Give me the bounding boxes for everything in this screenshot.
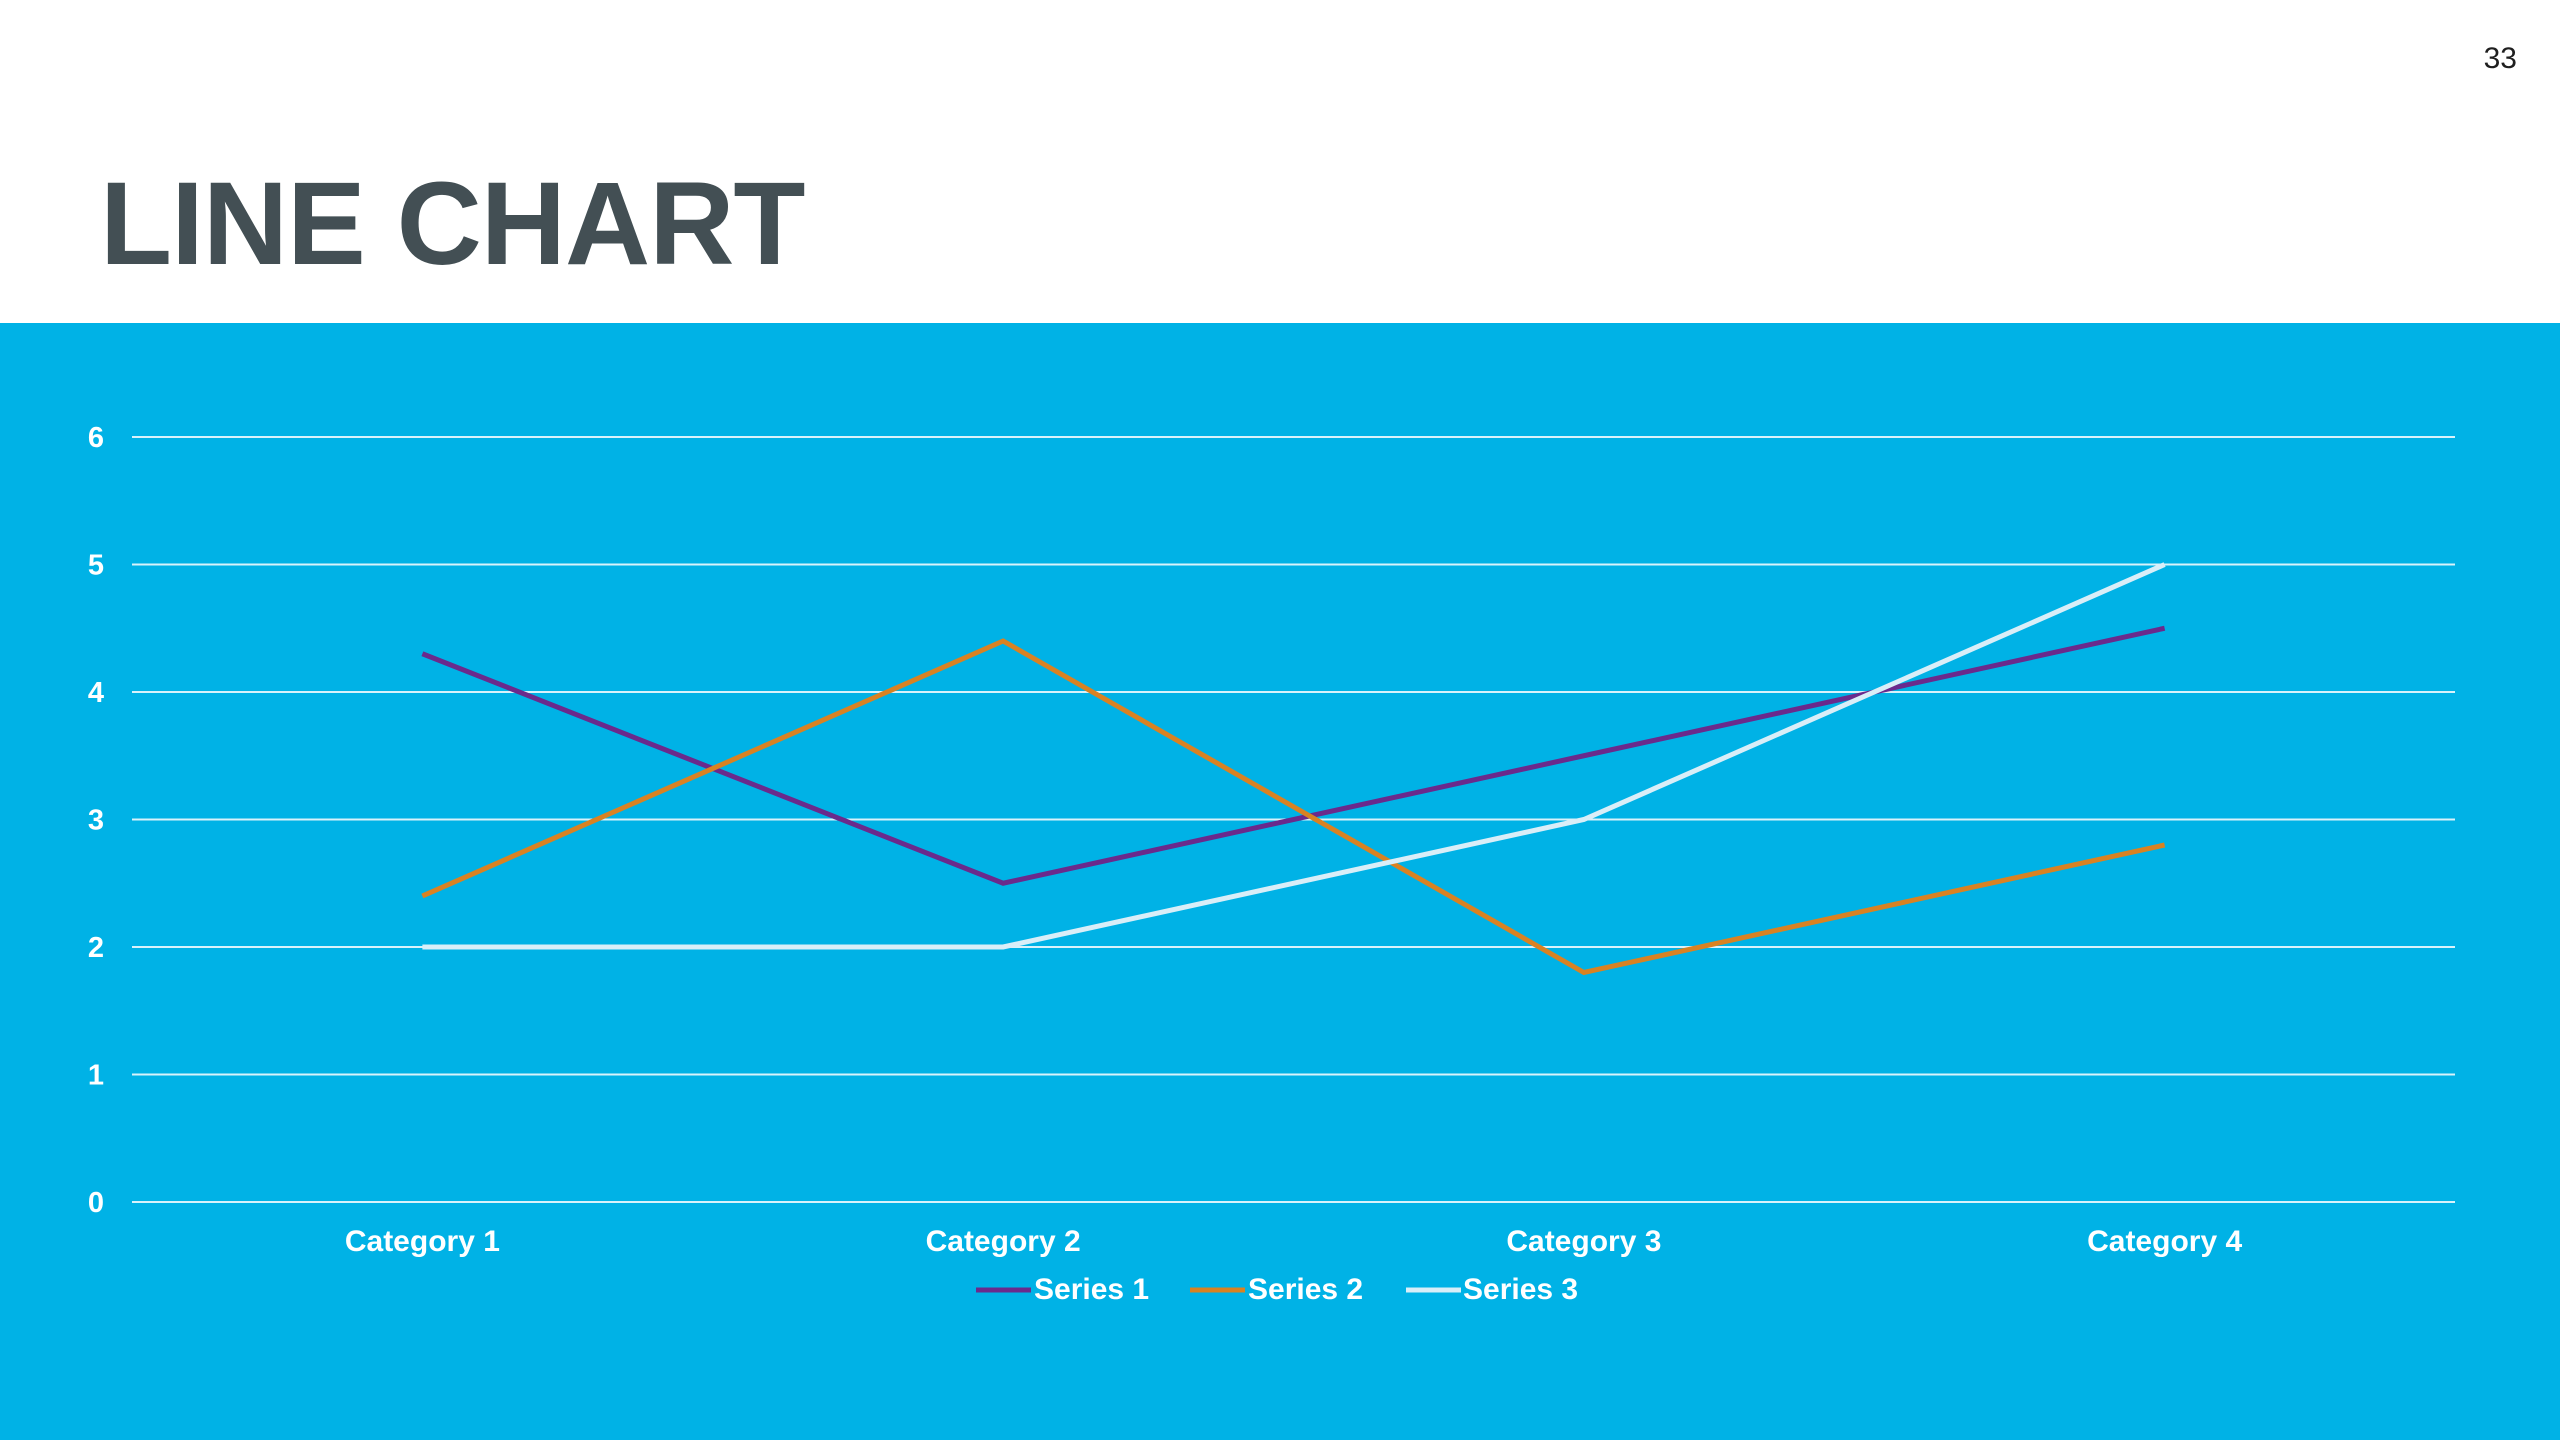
y-tick-label: 3 — [88, 805, 104, 837]
series-lines — [421, 562, 2166, 976]
legend: Series 1 Series 2 Series 3 — [976, 1273, 1578, 1306]
y-axis-labels: 0 1 2 3 4 5 6 — [88, 422, 104, 1219]
x-tick-label: Category 1 — [345, 1225, 500, 1258]
x-tick-label: Category 2 — [926, 1225, 1081, 1258]
slide-title: LINE CHART — [100, 158, 806, 290]
legend-label: Series 3 — [1463, 1273, 1578, 1306]
y-tick-label: 0 — [88, 1187, 104, 1219]
y-tick-label: 1 — [88, 1060, 104, 1092]
legend-label: Series 2 — [1248, 1273, 1363, 1306]
y-tick-label: 6 — [88, 422, 104, 454]
y-tick-label: 5 — [88, 550, 104, 582]
series-line-3 — [422, 562, 2166, 950]
x-tick-label: Category 3 — [1506, 1225, 1661, 1258]
y-tick-label: 4 — [88, 677, 104, 709]
x-axis-labels: Category 1 Category 2 Category 3 Category 4 — [345, 1225, 2243, 1258]
series-line-2 — [421, 638, 2166, 976]
x-tick-label: Category 4 — [2087, 1225, 2242, 1258]
legend-label: Series 1 — [1034, 1273, 1149, 1306]
page-number: 33 — [2483, 42, 2517, 75]
series-line-1 — [421, 625, 2166, 886]
y-tick-label: 2 — [88, 932, 104, 964]
